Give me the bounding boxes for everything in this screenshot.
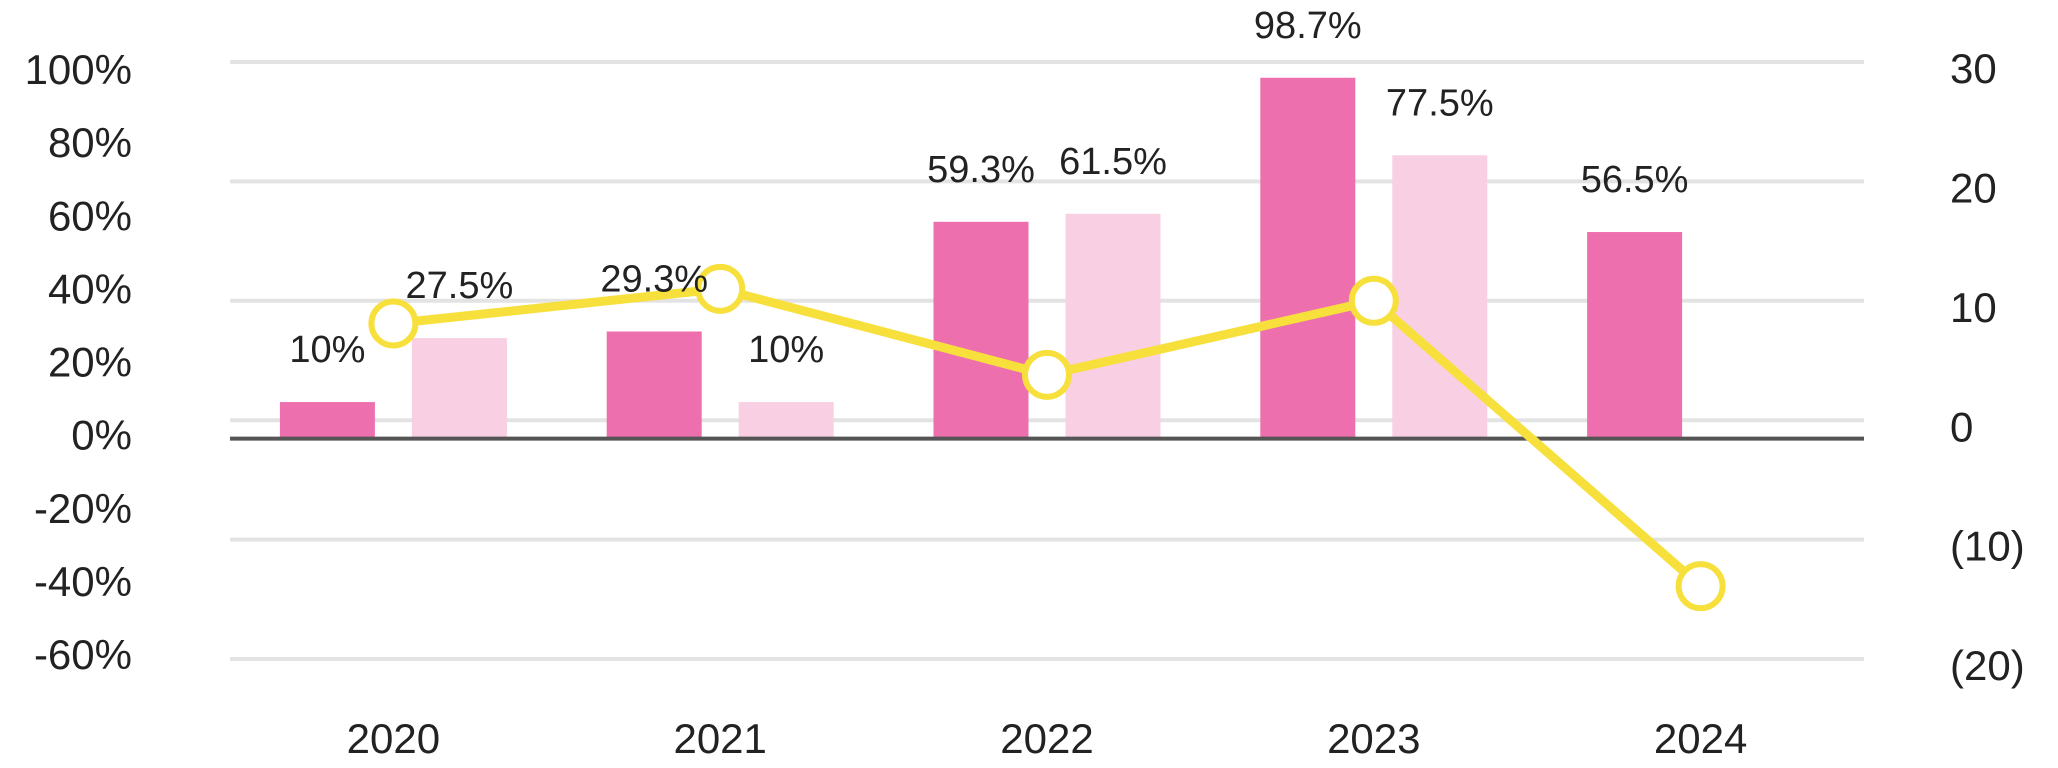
value-label: 27.5% [406,265,514,307]
bar [738,402,834,439]
value-label: 98.7% [1254,5,1362,47]
value-label: 29.3% [600,259,708,301]
line-marker [1348,275,1399,326]
line-marker [1675,561,1726,612]
y-tick-label: -40% [34,558,132,605]
value-label: 61.5% [1059,141,1167,183]
x-tick-label: 2021 [673,715,766,762]
y-tick-label: 40% [48,265,132,312]
line-marker [1022,349,1072,400]
y2-tick-label: 10 [1950,284,1997,331]
y-tick-label: 20% [48,339,132,386]
bar [411,338,507,439]
y-tick-label: 100% [25,46,132,93]
y-tick-label: -20% [34,485,132,532]
y-tick-label: 80% [48,119,132,166]
value-label: 56.5% [1581,159,1689,201]
y-tick-label: -60% [34,631,132,678]
y-tick-label: 60% [48,192,132,239]
bar [1260,77,1356,439]
y2-tick-label: (10) [1950,523,2025,570]
value-label: 77.5% [1386,82,1494,124]
y2-tick-label: 20 [1950,164,1997,211]
bar [1392,155,1488,439]
y-tick-label: 0% [71,412,132,459]
value-label: 10% [748,329,824,371]
line-marker [368,298,419,349]
x-tick-label: 2022 [1000,715,1093,762]
x-tick-label: 2023 [1327,715,1420,762]
line-marker [695,263,746,314]
bar [933,221,1029,439]
value-label: 10% [289,329,365,371]
bar [606,331,702,439]
bar [1065,213,1161,439]
x-tick-label: 2024 [1654,715,1747,762]
x-tick-label: 2020 [347,715,440,762]
y2-tick-label: 0 [1950,403,1973,450]
bar [279,402,375,439]
bar [1587,232,1683,439]
y2-tick-label: 30 [1950,45,1997,92]
value-label: 59.3% [927,149,1035,191]
y2-tick-label: (20) [1950,642,2025,689]
